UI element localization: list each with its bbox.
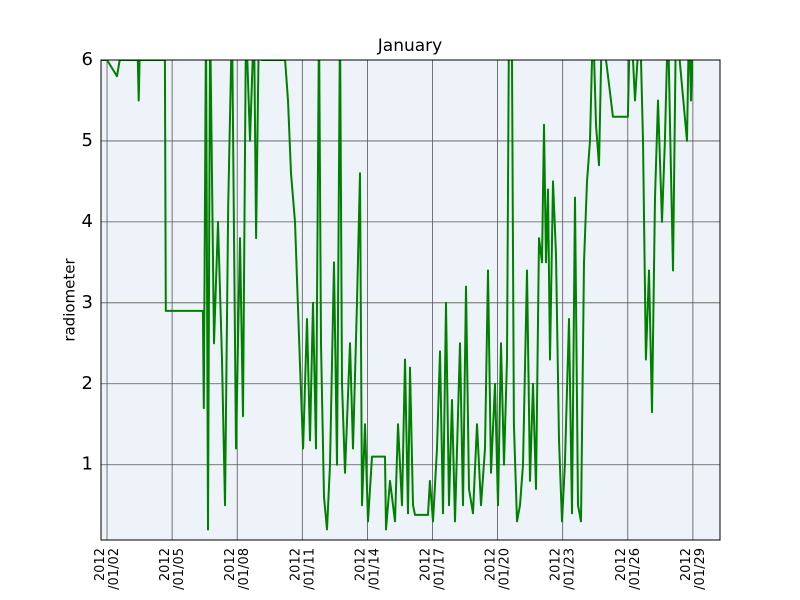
y-tick-label: 3 [82, 292, 93, 313]
x-tick-label-line: 2012 [223, 548, 238, 581]
x-tick-label-line: 2012 [93, 548, 108, 581]
x-tick-label: 2012/01/11 [288, 548, 317, 590]
plot-frame [100, 59, 721, 541]
x-tick-label-line: /01/20 [497, 548, 512, 590]
x-tick-label: 2012/01/14 [353, 548, 382, 590]
x-tick-label-line: 2012 [158, 548, 173, 581]
y-tick-label: 2 [82, 373, 93, 394]
x-tick-label-line: /01/14 [367, 548, 382, 590]
y-tick-label: 5 [82, 130, 93, 151]
y-axis-label: radiometer [61, 257, 79, 341]
x-tick-label-line: 2012 [613, 548, 628, 581]
x-tick-label-line: 2012 [418, 548, 433, 581]
x-tick-label-line: 2012 [483, 548, 498, 581]
x-tick-label: 2012/01/29 [678, 548, 707, 590]
x-tick-label: 2012/01/26 [613, 548, 642, 590]
data-line [101, 60, 694, 531]
x-tick-label-line: 2012 [288, 548, 303, 581]
x-tick-label-line: 2012 [353, 548, 368, 581]
lines [101, 60, 694, 531]
x-tick-label-line: /01/05 [172, 548, 187, 590]
x-tick-label-line: /01/26 [627, 548, 642, 590]
x-tick-label: 2012/01/02 [93, 548, 122, 590]
x-tick-label-line: /01/11 [302, 548, 317, 590]
x-tick-label-line: /01/17 [432, 548, 447, 590]
x-tick-label-line: /01/02 [107, 548, 122, 590]
x-tick-label-line: 2012 [678, 548, 693, 581]
x-tick-label-line: 2012 [548, 548, 563, 581]
x-tick-label: 2012/01/20 [483, 548, 512, 590]
x-tick-label: 2012/01/08 [223, 548, 252, 590]
y-tick-label: 4 [82, 211, 93, 232]
x-tick-label: 2012/01/17 [418, 548, 447, 590]
x-tick-label: 2012/01/05 [158, 548, 187, 590]
x-tick-label: 2012/01/23 [548, 548, 577, 590]
x-tick-label-line: /01/23 [562, 548, 577, 590]
y-tick-label: 6 [82, 49, 93, 70]
x-tick-label-line: /01/08 [237, 548, 252, 590]
x-tick-label-line: /01/29 [692, 548, 707, 590]
y-tick-label: 1 [82, 454, 93, 475]
plot-area [101, 60, 720, 540]
chart-title: January [377, 36, 442, 56]
